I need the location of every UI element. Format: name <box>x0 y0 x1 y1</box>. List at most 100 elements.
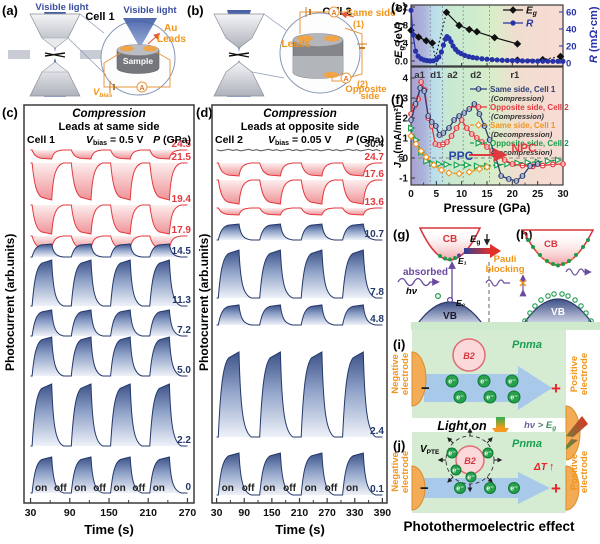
trace-line <box>30 243 188 258</box>
circuit2-wire <box>344 27 363 78</box>
inset-line <box>251 71 285 79</box>
trace-fill <box>216 224 383 240</box>
electron-dot <box>526 238 530 242</box>
gh-transition: Eg <box>464 234 501 326</box>
pnma-label: Pnma <box>512 438 542 450</box>
electron-label: e⁻ <box>510 486 518 493</box>
hv-gt-eg-label: hν > Eg <box>524 420 556 432</box>
f-x-tick: 20 <box>507 189 519 200</box>
f-y-tick: 4 <box>402 74 408 85</box>
electron-label: e⁻ <box>486 395 494 402</box>
ammeter2-icon <box>340 72 352 84</box>
marker-circle <box>519 58 526 64</box>
trace-fill <box>216 180 383 204</box>
x-tick-label: 90 <box>238 507 250 519</box>
diamond-anvil-top-icon <box>213 13 265 49</box>
f-y-tick: 2 <box>402 114 408 125</box>
photon-wave-out-icon <box>565 268 592 276</box>
marker-circle <box>484 56 490 62</box>
npc-annotation: NPC <box>511 141 537 155</box>
pressure-label: 4.8 <box>370 314 384 325</box>
electron-dot <box>567 259 571 263</box>
trace-line <box>30 336 188 377</box>
e-right-tick: 0 <box>566 59 571 70</box>
marker-triangle <box>554 156 563 164</box>
electron-dot <box>551 262 555 266</box>
positive-electrode-icon <box>565 465 580 511</box>
marker-circle <box>470 54 476 61</box>
panel-d-photocurrent-cell2: (d) Photocurrent (arb.units) 30.4 24.7 17.… <box>196 104 392 537</box>
d-traces-layer: 30.4 24.7 17.6 13.6 10.7 7.8 4.8 2.4 0.1 30 90 150 2… <box>211 139 392 519</box>
marker-triangle <box>475 139 483 147</box>
pressure-label: 19.4 <box>172 194 192 205</box>
marker-triangle <box>504 160 512 168</box>
marker-triangle <box>443 160 451 169</box>
electron-dot <box>545 259 549 263</box>
f-x-tick: 10 <box>456 189 468 200</box>
minus-sign: − <box>421 380 430 397</box>
trace-line <box>216 351 383 438</box>
electron-icon <box>477 374 491 388</box>
legend-sublabel: (Decompression) <box>491 148 553 157</box>
marker-circle <box>479 56 485 62</box>
trace-fill <box>30 205 188 234</box>
anvil-facet <box>41 37 69 49</box>
e-left-tick: 0.0 <box>395 57 408 68</box>
visible-light-label-2: Visible light <box>123 5 177 16</box>
radiating-arrows <box>437 427 503 493</box>
c-ylabel: Photocurrent (arb.units) <box>3 234 17 371</box>
onoff-label: off <box>54 483 67 494</box>
marker-circle <box>450 43 456 49</box>
trace-fill <box>30 150 188 159</box>
marker-diamond <box>474 121 483 129</box>
x-tick-label: 270 <box>318 507 336 519</box>
trace-fill <box>30 310 188 336</box>
c-cell-label: Cell 1 <box>27 134 55 146</box>
marker-diamond <box>473 27 481 36</box>
marker-diamond <box>414 33 423 41</box>
circuit1-num: (1) <box>353 19 364 29</box>
legend-label: R <box>526 19 534 30</box>
panel-d-label: (d) <box>196 105 213 120</box>
panel-i-dark-transport: (i) Pnma B2 e⁻ e⁻ e⁻ e⁻ e⁻ e⁻ − + Negative el… <box>390 322 600 461</box>
onoff-label: on <box>153 483 165 494</box>
cb-label: CB <box>544 239 558 250</box>
trace-line <box>30 259 188 307</box>
electron-dot <box>556 263 560 268</box>
d-subtitle: Leads at opposite side <box>241 121 360 133</box>
au-leads-arrow <box>147 32 161 45</box>
diamond-anvil-bottom-icon <box>213 61 265 97</box>
phase-label: d2 <box>470 70 481 81</box>
ppc-annotation: PPC <box>449 149 474 163</box>
marker-circle <box>550 58 556 64</box>
trace-fill <box>216 305 383 325</box>
trace-fill <box>216 163 383 176</box>
x-tick-label: 390 <box>374 507 392 519</box>
figure-caption: Photothermoelectric effect <box>403 519 575 534</box>
vpte-label: VPTE <box>420 444 440 456</box>
negative-electrode-label1: Negative <box>390 354 401 394</box>
lead-top-left-icon <box>297 35 313 42</box>
panel-h-band-diagram-pauli: (h) CB Pauli blocking VB <box>485 227 596 327</box>
electron-icon <box>465 471 477 483</box>
f-x-tick: 0 <box>408 189 414 200</box>
marker-circle <box>494 57 500 63</box>
pressure-label: 7.8 <box>370 287 384 298</box>
c-traces-layer: 24.5 21.5 19.4 17.9 14.5 11.3 7.2 5.0 2.2 0 30 90 15… <box>25 139 197 519</box>
e-right-tick: 60 <box>566 8 577 19</box>
e-right-tick: 20 <box>566 42 577 53</box>
hole-circle <box>532 303 538 309</box>
hole-circle <box>538 297 544 303</box>
marker-circle <box>545 58 551 64</box>
electron-label: e⁻ <box>448 451 456 458</box>
electron-icon <box>484 482 496 494</box>
negative-electrode-label1: Negative <box>390 452 401 492</box>
lead-top-right-icon <box>324 35 340 42</box>
onoff-label: on <box>113 483 125 494</box>
marker-triangle <box>453 161 462 169</box>
same-side-arrow <box>340 11 355 19</box>
electron-dot <box>574 253 578 257</box>
hole-circle <box>545 293 551 299</box>
marker-diamond <box>483 163 491 171</box>
marker-circle <box>410 32 416 38</box>
